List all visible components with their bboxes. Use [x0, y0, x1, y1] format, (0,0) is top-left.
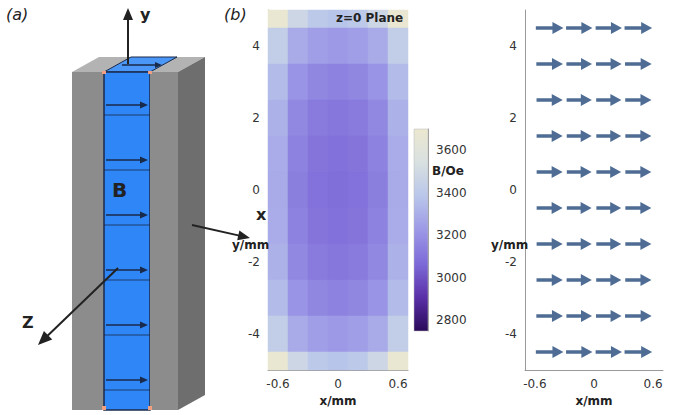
svg-text:-4: -4: [248, 327, 260, 341]
svg-text:3200: 3200: [436, 228, 467, 242]
svg-text:Z: Z: [22, 313, 34, 332]
svg-text:0: 0: [509, 183, 517, 197]
svg-text:2: 2: [252, 111, 260, 125]
svg-text:4: 4: [509, 39, 517, 53]
svg-text:0: 0: [590, 377, 598, 391]
svg-text:3400: 3400: [436, 186, 467, 200]
svg-text:0.6: 0.6: [388, 377, 407, 391]
svg-text:y: y: [140, 5, 151, 24]
svg-text:-2: -2: [248, 255, 260, 269]
svg-text:z=0 Plane: z=0 Plane: [336, 11, 403, 25]
svg-text:-0.6: -0.6: [523, 377, 546, 391]
svg-text:0.6: 0.6: [644, 377, 663, 391]
svg-text:x: x: [256, 205, 267, 224]
svg-text:0: 0: [252, 183, 260, 197]
svg-text:B/Oe: B/Oe: [432, 164, 464, 178]
svg-text:y/mm: y/mm: [232, 238, 269, 252]
svg-text:-2: -2: [505, 255, 517, 269]
svg-text:x/mm: x/mm: [319, 394, 356, 408]
svg-text:-0.6: -0.6: [266, 377, 289, 391]
svg-text:3000: 3000: [436, 271, 467, 285]
svg-text:0: 0: [334, 377, 342, 391]
svg-text:4: 4: [252, 39, 260, 53]
svg-text:2800: 2800: [436, 313, 467, 327]
svg-text:2: 2: [509, 111, 517, 125]
svg-text:y/mm: y/mm: [491, 238, 528, 252]
svg-text:(b): (b): [224, 5, 247, 24]
svg-text:3600: 3600: [436, 143, 467, 157]
svg-text:x/mm: x/mm: [575, 394, 612, 408]
svg-text:B: B: [112, 178, 127, 202]
svg-text:(a): (a): [6, 5, 28, 24]
svg-text:-4: -4: [505, 327, 517, 341]
